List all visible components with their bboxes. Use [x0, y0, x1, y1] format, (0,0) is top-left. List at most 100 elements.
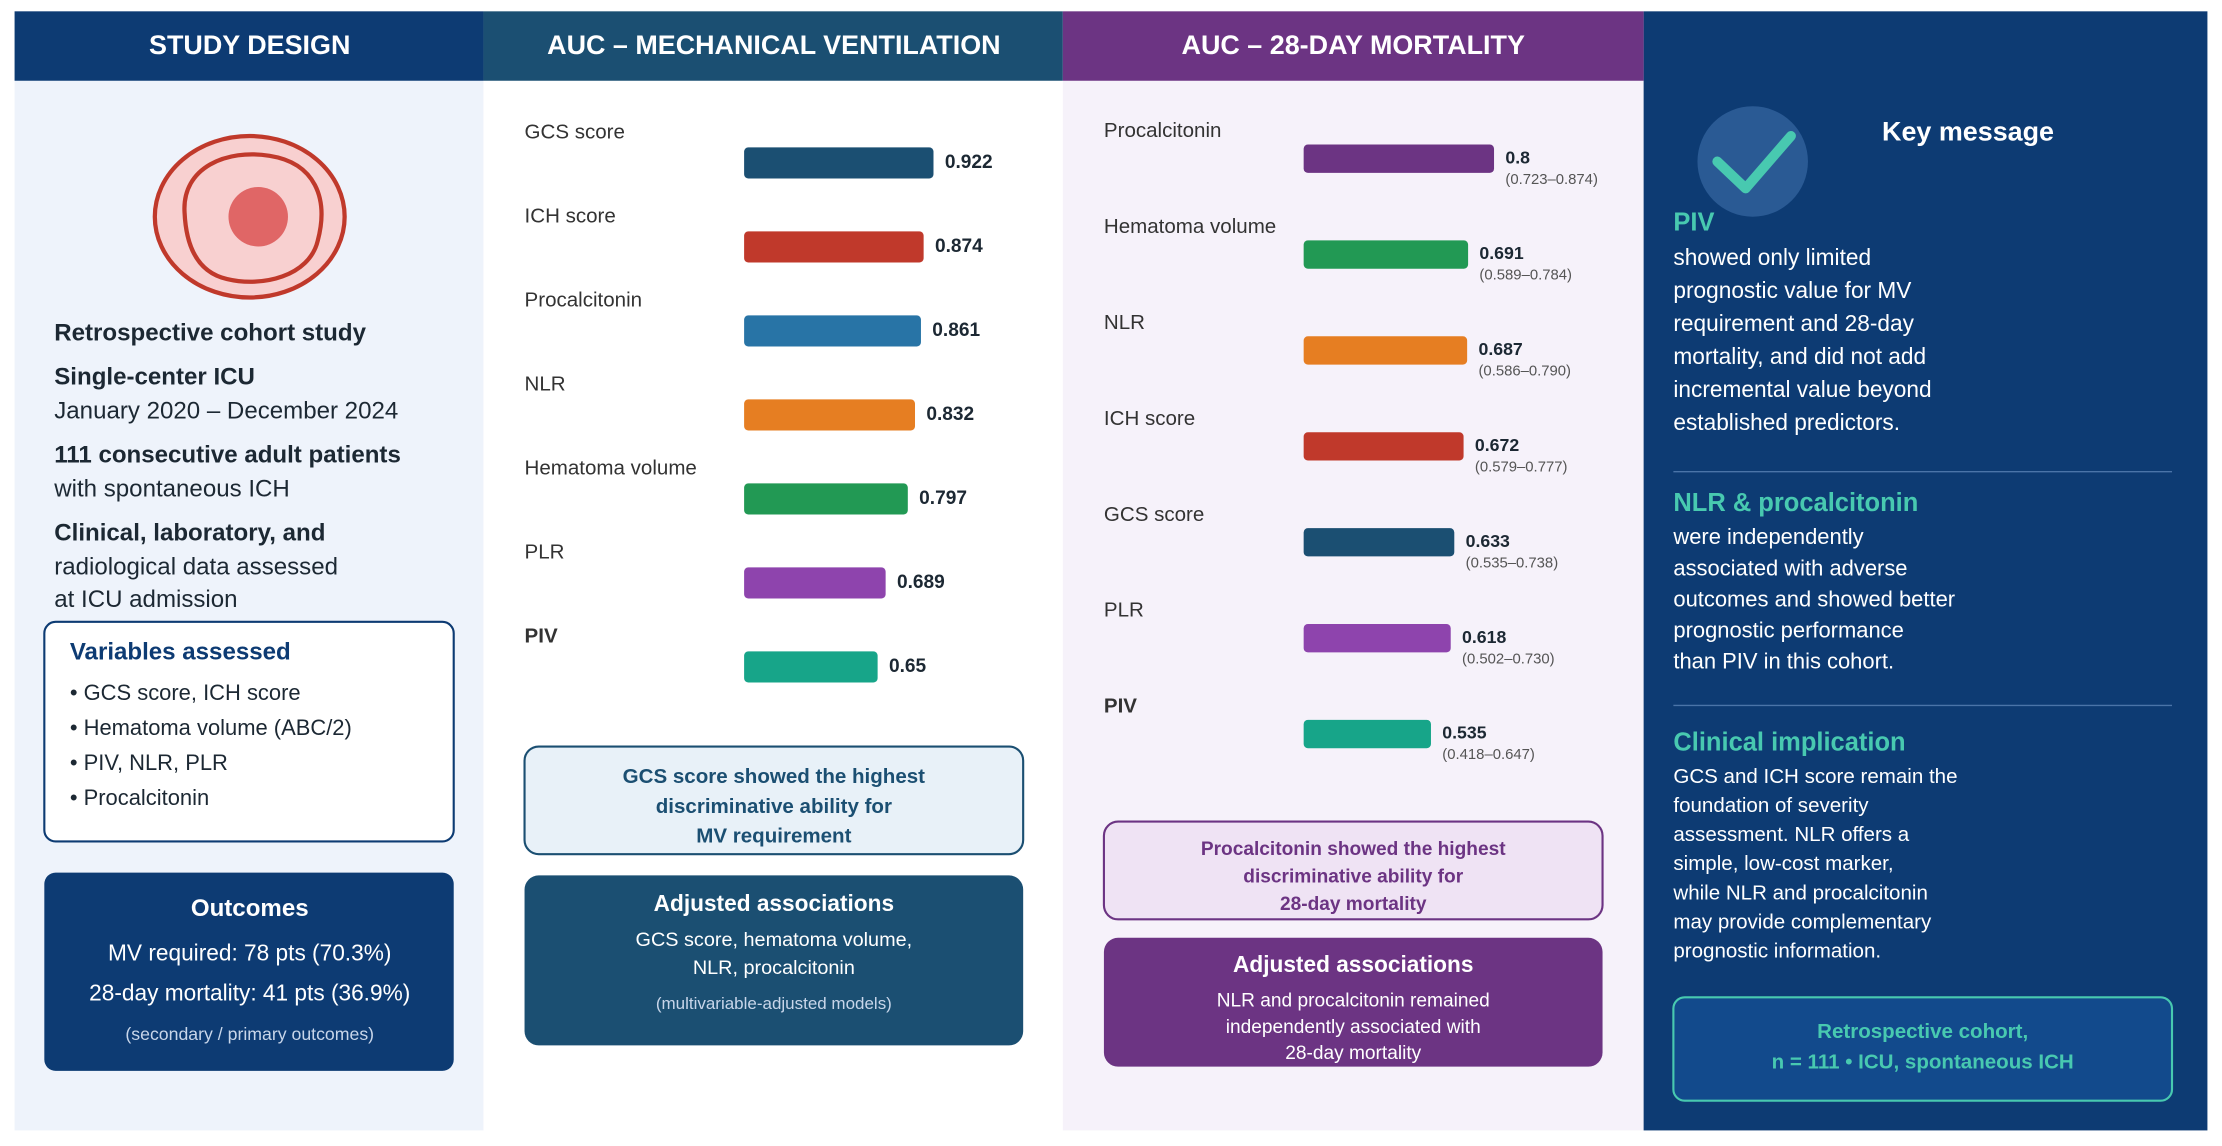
- value-label: 0.797: [919, 488, 967, 509]
- study-text: Retrospective cohort study: [54, 320, 366, 347]
- value-label: 0.691: [1479, 243, 1523, 263]
- bar: [1303, 719, 1431, 749]
- interval-label: (0.502–0.730): [1462, 651, 1555, 667]
- category-label: GCS score: [525, 121, 625, 144]
- header-bar: [1062, 11, 1644, 81]
- footer-box: [1672, 996, 2174, 1102]
- section-line: were independently: [1672, 524, 1863, 549]
- footer-line: Retrospective cohort,: [1817, 1020, 2028, 1043]
- section-line: prognostic performance: [1673, 618, 1903, 643]
- adjusted-title: Adjusted associations: [1233, 951, 1473, 977]
- footer-line: n = 111 • ICU, spontaneous ICH: [1772, 1051, 2074, 1074]
- note-line: MV requirement: [696, 825, 851, 848]
- category-label: PIV: [1104, 695, 1137, 718]
- icon: [182, 152, 324, 284]
- panel-header: AUC – 28-DAY MORTALITY: [1182, 30, 1525, 60]
- category-label: Procalcitonin: [525, 289, 643, 312]
- section-line: than PIV in this cohort.: [1673, 649, 1894, 674]
- variables-title: Variables assessed: [70, 638, 291, 665]
- section-line: may provide complementary: [1673, 910, 1932, 933]
- bar: [744, 651, 878, 683]
- value-label: 0.535: [1442, 723, 1486, 743]
- value-label: 0.861: [932, 320, 980, 341]
- study-text: January 2020 – December 2024: [54, 398, 398, 425]
- interval-label: (0.589–0.784): [1479, 268, 1572, 284]
- interval-label: (0.579–0.777): [1475, 460, 1568, 476]
- category-label: GCS score: [1104, 503, 1204, 526]
- bar: [1303, 336, 1468, 365]
- section-line: foundation of severity: [1673, 794, 1869, 817]
- value-label: 0.633: [1466, 531, 1510, 551]
- adjusted-line: 28-day mortality: [1285, 1043, 1421, 1064]
- section-heading: NLR & procalcitonin: [1673, 489, 1918, 517]
- variable-item: • Hematoma volume (ABC/2): [70, 715, 352, 740]
- bar: [744, 231, 924, 263]
- variable-item: • Procalcitonin: [70, 785, 209, 810]
- category-label: PLR: [1104, 599, 1144, 622]
- bar: [744, 483, 908, 515]
- category-label: NLR: [525, 373, 566, 396]
- section-line: associated with adverse: [1673, 555, 1907, 580]
- section-line: GCS and ICH score remain the: [1673, 765, 1957, 788]
- interval-label: (0.418–0.647): [1442, 747, 1535, 763]
- adjusted-line: NLR, procalcitonin: [693, 957, 855, 979]
- panel-header: STUDY DESIGN: [149, 30, 350, 60]
- section-line: prognostic information.: [1673, 939, 1881, 962]
- note-box: [523, 745, 1025, 856]
- category-label: Procalcitonin: [1104, 119, 1222, 142]
- section-line: prognostic value for MV: [1673, 277, 1912, 303]
- adjusted-line: independently associated with: [1226, 1017, 1481, 1038]
- key-title: Key message: [1882, 116, 2054, 146]
- study-text: 111 consecutive adult patients: [54, 441, 401, 468]
- adjusted-box: [524, 875, 1024, 1046]
- icon: [228, 186, 288, 247]
- section-line: simple, low-cost marker,: [1673, 852, 1893, 875]
- value-label: 0.687: [1478, 339, 1522, 359]
- interval-label: (0.723–0.874): [1505, 172, 1598, 188]
- bar: [744, 399, 916, 431]
- value-label: 0.922: [945, 152, 993, 173]
- category-label: ICH score: [1104, 407, 1195, 430]
- study-text: with spontaneous ICH: [53, 475, 290, 502]
- note-line: discriminative ability for: [656, 795, 892, 818]
- category-label: Hematoma volume: [525, 457, 697, 480]
- note-box: [1102, 820, 1604, 921]
- bar: [1303, 432, 1464, 461]
- section-line: requirement and 28-day: [1673, 310, 1914, 336]
- study-text: Single-center ICU: [54, 364, 255, 391]
- header-bar: [14, 11, 484, 81]
- outcomes-box: [44, 872, 454, 1071]
- bar: [1303, 240, 1469, 269]
- section-line: incremental value beyond: [1673, 376, 1931, 402]
- bar: [744, 315, 921, 347]
- variable-item: • PIV, NLR, PLR: [70, 750, 228, 775]
- note-line: Procalcitonin showed the highest: [1201, 839, 1506, 860]
- value-label: 0.672: [1475, 435, 1519, 455]
- section-line: established predictors.: [1673, 409, 1900, 435]
- panel-header: AUC – MECHANICAL VENTILATION: [547, 30, 1000, 60]
- study-text: radiological data assessed: [54, 553, 338, 580]
- section-line: outcomes and showed better: [1673, 586, 1955, 611]
- study-text: Clinical, laboratory, and: [54, 519, 325, 546]
- check-icon: [1697, 106, 1808, 217]
- category-label: PLR: [525, 541, 565, 564]
- value-label: 0.618: [1462, 627, 1506, 647]
- note-line: discriminative ability for: [1243, 867, 1463, 888]
- category-label: Hematoma volume: [1104, 215, 1276, 238]
- value-label: 0.65: [889, 656, 927, 677]
- adjusted-line: NLR and procalcitonin remained: [1217, 991, 1490, 1012]
- interval-label: (0.535–0.738): [1466, 555, 1559, 571]
- adjusted-line: GCS score, hematoma volume,: [636, 929, 913, 951]
- value-label: 0.8: [1505, 147, 1530, 167]
- adjusted-note: (multivariable-adjusted models): [656, 994, 892, 1013]
- section-line: while NLR and procalcitonin: [1672, 881, 1928, 904]
- variable-item: • GCS score, ICH score: [70, 680, 301, 705]
- outcomes-note: (secondary / primary outcomes): [125, 1024, 374, 1044]
- section-line: assessment. NLR offers a: [1673, 823, 1909, 846]
- bar: [1303, 528, 1455, 557]
- note-line: GCS score showed the highest: [623, 765, 925, 788]
- category-label: NLR: [1104, 311, 1145, 334]
- bar: [1303, 623, 1451, 653]
- category-label: ICH score: [525, 205, 616, 228]
